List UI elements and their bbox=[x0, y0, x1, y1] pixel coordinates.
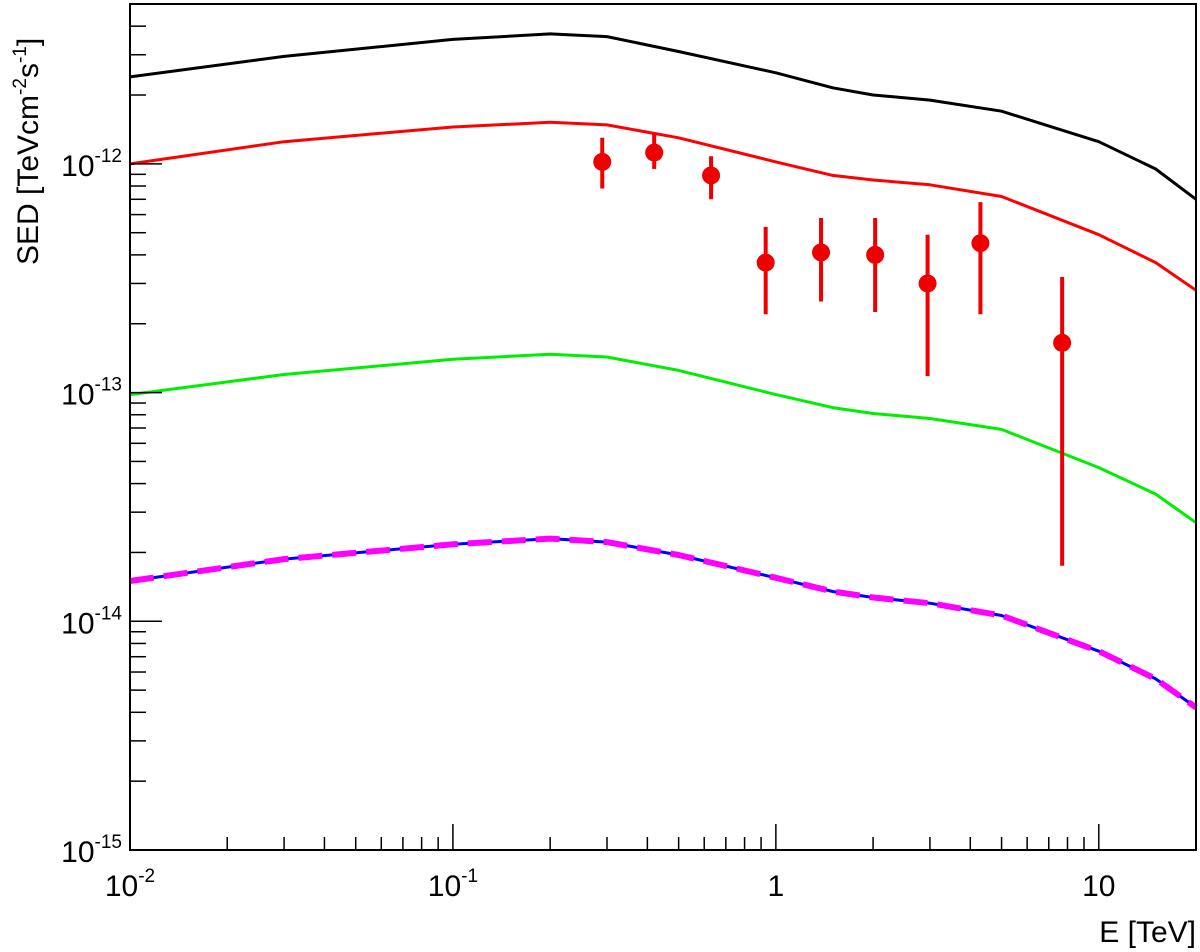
x-tick-label: 10-1 bbox=[428, 866, 478, 903]
y-axis-title-end: ] bbox=[12, 38, 45, 46]
data-points bbox=[593, 134, 1072, 566]
data-point bbox=[645, 143, 664, 162]
x-tick-label-base: 10 bbox=[428, 870, 461, 903]
data-point bbox=[1053, 333, 1072, 352]
y-tick-label-exp: -13 bbox=[95, 375, 122, 396]
x-tick-label-base: 10 bbox=[1082, 870, 1115, 903]
y-axis-ticks bbox=[130, 3, 162, 851]
data-point bbox=[812, 243, 831, 262]
series-line-1 bbox=[129, 120, 1197, 292]
y-axis-title-main: SED [TeVcm bbox=[12, 95, 45, 265]
x-axis-tick-labels: 10-2 10-1 1 10 bbox=[105, 866, 1116, 903]
y-tick-label-exp: -15 bbox=[95, 832, 122, 853]
x-tick-label-base: 1 bbox=[768, 870, 785, 903]
y-axis-title-mid: s bbox=[12, 63, 45, 78]
x-tick-label: 10-2 bbox=[105, 866, 155, 903]
y-tick-label: 10-13 bbox=[61, 375, 122, 412]
data-point bbox=[756, 253, 775, 272]
x-tick-label-exp: -2 bbox=[138, 866, 155, 887]
y-tick-label-base: 10 bbox=[61, 607, 94, 640]
y-axis-title-exp1: -2 bbox=[10, 78, 31, 95]
y-tick-label: 10-12 bbox=[61, 146, 122, 183]
x-tick-label-base: 10 bbox=[105, 870, 138, 903]
y-tick-label-base: 10 bbox=[61, 150, 94, 183]
x-tick-label: 10 bbox=[1082, 870, 1115, 903]
y-tick-label-base: 10 bbox=[61, 836, 94, 869]
x-axis-title: E [TeV] bbox=[1099, 916, 1196, 949]
x-axis-ticks bbox=[129, 824, 1197, 850]
series-line-2 bbox=[129, 352, 1197, 524]
y-tick-label: 10-15 bbox=[61, 832, 122, 869]
x-tick-label: 1 bbox=[768, 870, 785, 903]
data-point bbox=[918, 274, 937, 293]
data-point bbox=[866, 245, 885, 264]
plot-frame bbox=[129, 3, 1197, 851]
model-curves bbox=[129, 32, 1198, 710]
y-axis-title-exp2: -1 bbox=[10, 46, 31, 63]
y-axis-title: SED [TeVcm-2s-1] bbox=[10, 38, 45, 265]
y-tick-label: 10-14 bbox=[61, 603, 122, 640]
x-tick-label-exp: -1 bbox=[461, 866, 478, 887]
series-line-0 bbox=[129, 32, 1197, 201]
y-tick-label-exp: -14 bbox=[95, 603, 123, 624]
data-point bbox=[971, 234, 990, 253]
series-line-4 bbox=[129, 535, 1198, 710]
y-tick-label-exp: -12 bbox=[95, 146, 122, 167]
data-point bbox=[593, 152, 612, 171]
y-tick-label-base: 10 bbox=[61, 379, 94, 412]
data-point bbox=[702, 166, 721, 185]
